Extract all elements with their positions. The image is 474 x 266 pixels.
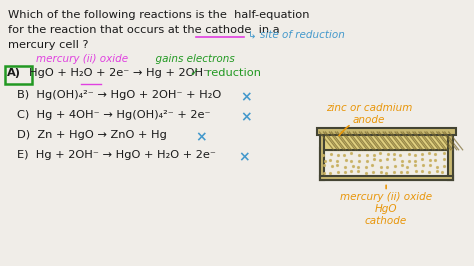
Text: mercury (ii) oxide: mercury (ii) oxide (36, 54, 128, 64)
Text: B)  Hg(OH)₄²⁻ → HgO + 2OH⁻ + H₂O: B) Hg(OH)₄²⁻ → HgO + 2OH⁻ + H₂O (17, 90, 221, 101)
Text: gains electrons: gains electrons (148, 54, 234, 64)
Bar (319, 132, 325, 180)
Text: ✓  reduction: ✓ reduction (190, 68, 261, 78)
Text: E)  Hg + 2OH⁻ → HgO + H₂O + 2e⁻: E) Hg + 2OH⁻ → HgO + H₂O + 2e⁻ (17, 150, 216, 160)
Bar (448, 132, 453, 180)
Text: A): A) (8, 68, 21, 78)
Text: mercury (ii) oxide
HgO
cathode: mercury (ii) oxide HgO cathode (340, 192, 432, 226)
Text: C)  Hg + 4OH⁻ → Hg(OH)₄²⁻ + 2e⁻: C) Hg + 4OH⁻ → Hg(OH)₄²⁻ + 2e⁻ (17, 110, 211, 120)
Text: ↳ site of reduction: ↳ site of reduction (248, 29, 345, 39)
Bar (321, 132, 451, 150)
Text: ×: × (238, 150, 250, 164)
Bar (317, 128, 456, 135)
Text: ×: × (195, 130, 207, 144)
Bar (322, 152, 450, 176)
Text: zinc or cadmium
anode: zinc or cadmium anode (326, 103, 412, 125)
Text: ×: × (240, 90, 252, 105)
Bar (319, 176, 453, 180)
Text: D)  Zn + HgO → ZnO + Hg: D) Zn + HgO → ZnO + Hg (17, 130, 167, 140)
Text: HgO + H₂O + 2e⁻ → Hg + 2OH⁻: HgO + H₂O + 2e⁻ → Hg + 2OH⁻ (29, 68, 210, 78)
Text: mercury cell ?: mercury cell ? (9, 40, 89, 50)
Text: Which of the following reactions is the  half-equation: Which of the following reactions is the … (9, 10, 310, 20)
Bar (319, 148, 453, 180)
Text: for the reaction that occurs at the cathode  in a: for the reaction that occurs at the cath… (9, 25, 280, 35)
Text: ×: × (240, 110, 252, 124)
